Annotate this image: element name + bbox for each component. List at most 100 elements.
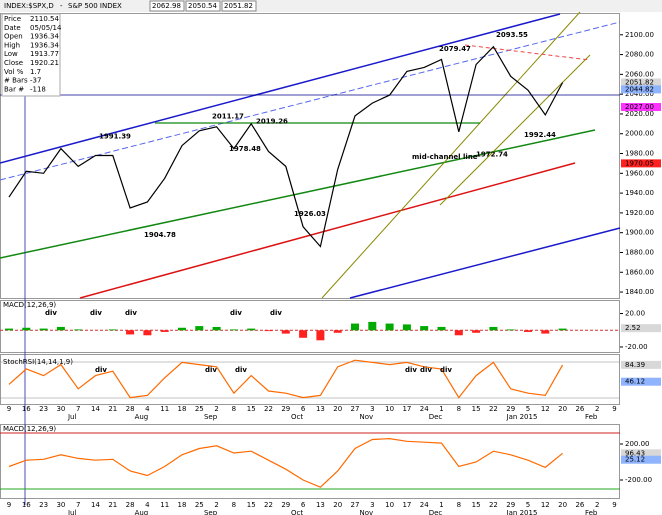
x-tick-label: 17 (402, 501, 411, 509)
x-tick-label: 20 (333, 405, 342, 413)
value-flag (621, 78, 661, 87)
histogram-bar (126, 330, 135, 335)
y-tick-label: 2000.00 (625, 130, 654, 138)
x-tick-label: 2 (595, 501, 599, 509)
divergence-note: div (235, 366, 247, 374)
month-label: Jul (67, 413, 77, 421)
divergence-note: div (125, 309, 137, 317)
divergence-note: div (90, 309, 102, 317)
histogram-bar (39, 328, 48, 331)
x-tick-label: 7 (76, 501, 80, 509)
x-tick-label: 11 (160, 501, 169, 509)
fan-line (321, 11, 581, 299)
y-tick-label: 200.00 (625, 440, 650, 448)
price-annotation: 2011.17 (212, 113, 244, 121)
histogram-bar (454, 330, 463, 336)
x-tick-label: 12 (541, 501, 550, 509)
value-flag (621, 455, 661, 464)
macd2-pane (0, 424, 620, 499)
x-tick-label: 27 (351, 405, 360, 413)
info-label: Vol % (4, 68, 24, 76)
x-tick-label: 22 (264, 501, 273, 509)
x-tick-label: 18 (178, 405, 187, 413)
histogram-bar (22, 327, 31, 331)
divergence-note: div (230, 309, 242, 317)
x-tick-label: 29 (506, 405, 515, 413)
x-tick-label: 28 (126, 501, 135, 509)
y-tick-label: 2080.00 (625, 51, 654, 59)
quote-boxes: 2062.98 2050.54 2051.82 (149, 0, 257, 12)
pane-title: MACD(12,26,9) (3, 425, 56, 433)
month-label: Sep (204, 509, 218, 515)
y-tick-label: 2020.00 (625, 110, 654, 118)
info-label: Bar # (4, 85, 24, 93)
quote-box (185, 0, 221, 12)
month-label: Aug (135, 413, 149, 421)
x-tick-label: 29 (506, 501, 515, 509)
histogram-bar (316, 330, 325, 341)
y-tick-label: 1920.00 (625, 209, 654, 217)
x-tick-label: 15 (247, 405, 256, 413)
quote: 2062.98 (152, 2, 181, 10)
x-tick-label: 9 (7, 501, 11, 509)
x-tick-label: 15 (472, 501, 481, 509)
divergence-note: div (270, 309, 282, 317)
x-tick-label: 8 (232, 501, 236, 509)
value-flag (621, 377, 661, 386)
x-tick-label: 17 (402, 405, 411, 413)
x-tick-label: 2 (214, 501, 218, 509)
x-tick-label: 5 (526, 501, 530, 509)
x-tick-label: 8 (457, 501, 461, 509)
x-tick-label: 20 (333, 501, 342, 509)
x-tick-label: 14 (91, 501, 100, 509)
x-tick-label: 18 (178, 501, 187, 509)
y-tick-label: 1900.00 (625, 229, 654, 237)
value-flag (621, 159, 661, 168)
value-flag-label: 2051.82 (625, 78, 654, 86)
histogram-bar (472, 330, 481, 333)
info-label: Date (4, 24, 21, 32)
pane-title: MACD(12,26,9) (3, 301, 56, 309)
x-tick-label: 4 (145, 405, 150, 413)
x-tick-label: 26 (575, 405, 584, 413)
info-label: High (4, 41, 20, 49)
x-tick-label: 30 (56, 405, 65, 413)
month-label: Dec (429, 509, 443, 515)
histogram-bar (368, 321, 377, 331)
value-flag (621, 103, 661, 112)
main-pane (0, 13, 620, 299)
histogram-bar (541, 330, 550, 334)
info-label: Price (4, 15, 21, 23)
channel-top (0, 13, 561, 164)
x-tick-label: 26 (575, 501, 584, 509)
x-tick-label: 13 (316, 405, 325, 413)
x-tick-label: 11 (160, 405, 169, 413)
histogram-bar (281, 330, 290, 334)
trend-lines (0, 11, 621, 505)
histogram-bar (299, 330, 308, 338)
info-value: 1936.34 (30, 33, 59, 41)
histogram-bar (74, 329, 83, 331)
y-tick-label: 2060.00 (625, 70, 654, 78)
quote: 2051.82 (224, 2, 253, 10)
y-tick-label: 2100.00 (625, 31, 654, 39)
info-value: -118 (30, 85, 46, 93)
value-flag (621, 360, 661, 369)
histogram-bar (351, 323, 359, 331)
price-annotation: 2093.55 (496, 31, 528, 39)
quote-box (221, 0, 257, 12)
y-tick-label: 1860.00 (625, 268, 654, 276)
x-tick-label: 28 (126, 405, 135, 413)
x-tick-label: 21 (108, 405, 117, 413)
moving-average (79, 162, 576, 299)
x-tick-label: 8 (232, 405, 236, 413)
value-flag (621, 449, 661, 458)
x-tick-label: 3 (370, 405, 374, 413)
x-tick-label: 10 (385, 501, 394, 509)
price-annotation: 1972.74 (476, 151, 508, 159)
price-annotation: 1978.48 (229, 145, 261, 153)
histogram-bar (5, 328, 13, 331)
histogram-bar (178, 327, 186, 331)
value-flag-label: 2027.00 (625, 103, 654, 111)
